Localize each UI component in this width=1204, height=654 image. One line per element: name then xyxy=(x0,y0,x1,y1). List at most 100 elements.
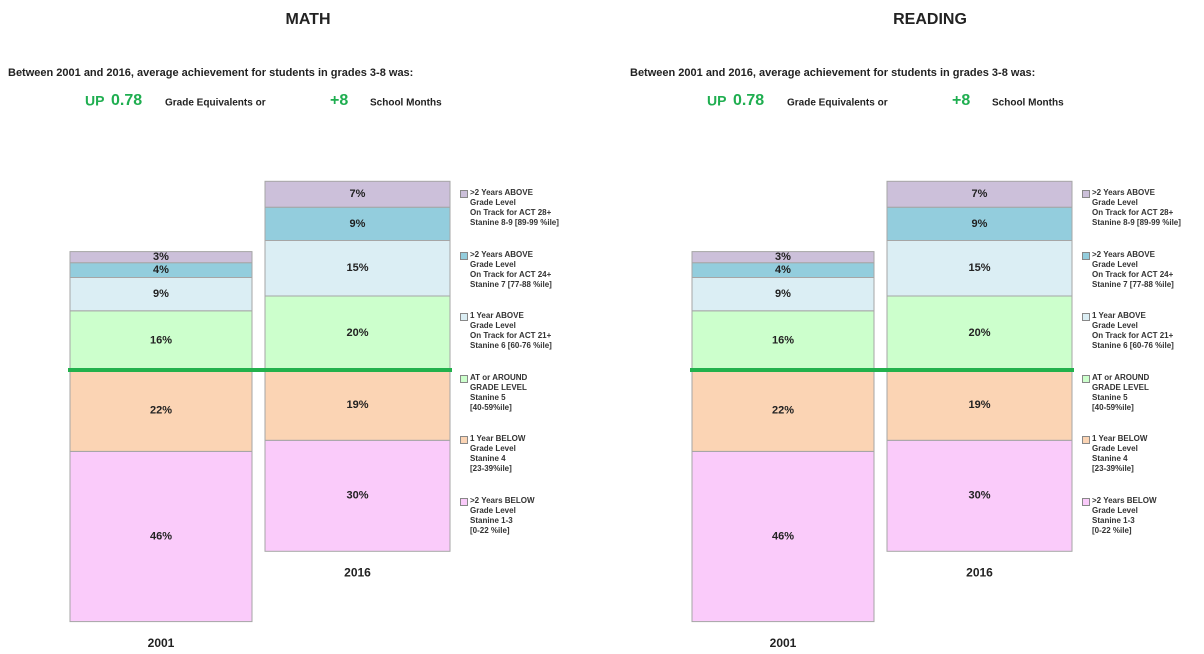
change-value: 0.78 xyxy=(111,92,142,109)
legend-label: AT or AROUND GRADE LEVEL Stanine 5 [40-5… xyxy=(470,372,528,412)
legend-entry: >2 Years ABOVE Grade Level On Track for … xyxy=(1082,250,1202,290)
value-label: 16% xyxy=(772,334,794,346)
bar-segment xyxy=(886,206,1073,241)
bar-segment xyxy=(69,251,253,264)
legend-swatch xyxy=(460,313,468,321)
category-label: 2016 xyxy=(966,565,993,579)
chart-panel: MATH Between 2001 and 2016, average achie… xyxy=(8,11,452,650)
value-label: 3% xyxy=(153,251,169,263)
bar-segment xyxy=(691,310,875,371)
value-label: 4% xyxy=(153,264,169,276)
legend-entry: 1 Year ABOVE Grade Level On Track for AC… xyxy=(460,311,580,351)
legend-entry: >2 Years ABOVE Grade Level On Track for … xyxy=(1082,188,1202,228)
legend-swatch xyxy=(460,190,468,198)
value-label: 30% xyxy=(346,490,368,502)
value-label: 19% xyxy=(346,399,368,411)
legend-entry: >2 Years ABOVE Grade Level On Track for … xyxy=(460,250,580,290)
bar-segment xyxy=(69,450,253,623)
value-label: 19% xyxy=(968,399,990,411)
bar-segment xyxy=(691,369,875,452)
chart-panel: READING Between 2001 and 2016, average ac… xyxy=(630,11,1074,650)
chart-title: MATH xyxy=(285,11,330,28)
legend-swatch xyxy=(1082,497,1090,506)
legend-entry: 1 Year BELOW Grade Level Stanine 4 [23-3… xyxy=(1082,434,1202,474)
chart-title: READING xyxy=(893,11,967,28)
value-label: 9% xyxy=(153,288,169,300)
legend-entry: >2 Years ABOVE Grade Level On Track for … xyxy=(460,188,580,228)
value-label: 20% xyxy=(968,327,990,339)
value-label: 4% xyxy=(775,264,791,276)
bar-segment xyxy=(886,180,1073,208)
bar-segment xyxy=(691,450,875,623)
value-label: 20% xyxy=(346,327,368,339)
legend-swatch xyxy=(1082,313,1090,321)
legend-label: >2 Years ABOVE Grade Level On Track for … xyxy=(1092,249,1174,289)
legend-label: 1 Year BELOW Grade Level Stanine 4 [23-3… xyxy=(470,434,526,473)
bar-segment xyxy=(886,369,1073,441)
value-label: 9% xyxy=(972,218,988,230)
legend-label: >2 Years BELOW Grade Level Stanine 1-3 [… xyxy=(470,495,535,535)
legend-swatch xyxy=(460,374,468,383)
value-label: 9% xyxy=(350,218,366,230)
value-label: 7% xyxy=(350,188,366,200)
legend-swatch xyxy=(1082,251,1090,260)
legend-label: >2 Years ABOVE Grade Level On Track for … xyxy=(470,249,552,289)
legend-label: >2 Years ABOVE Grade Level On Track for … xyxy=(1092,188,1181,227)
value-label: 3% xyxy=(775,251,791,263)
months-change: +8 xyxy=(330,92,348,109)
legend-entry: AT or AROUND GRADE LEVEL Stanine 5 [40-5… xyxy=(1082,373,1202,413)
bar-segment xyxy=(69,369,253,452)
legend-swatch xyxy=(460,251,468,260)
bar-segment xyxy=(886,439,1073,552)
value-label: 22% xyxy=(150,405,172,417)
legend-swatch xyxy=(1082,436,1090,444)
bar-segment xyxy=(264,369,451,441)
legend-swatch xyxy=(1082,374,1090,383)
change-unit: Grade Equivalents or xyxy=(787,98,888,109)
legend-entry: AT or AROUND GRADE LEVEL Stanine 5 [40-5… xyxy=(460,373,580,413)
legend-entry: >2 Years BELOW Grade Level Stanine 1-3 [… xyxy=(1082,496,1202,536)
value-label: 7% xyxy=(972,188,988,200)
legend-label: 1 Year BELOW Grade Level Stanine 4 [23-3… xyxy=(1092,434,1148,473)
legend-entry: >2 Years BELOW Grade Level Stanine 1-3 [… xyxy=(460,496,580,536)
bar-segment xyxy=(264,439,451,552)
bar-segment xyxy=(264,206,451,241)
months-unit: School Months xyxy=(370,98,442,109)
legend-label: >2 Years BELOW Grade Level Stanine 1-3 [… xyxy=(1092,495,1157,535)
value-label: 30% xyxy=(968,490,990,502)
legend-swatch xyxy=(460,436,468,444)
bar-segment xyxy=(691,251,875,264)
legend-entry: 1 Year ABOVE Grade Level On Track for AC… xyxy=(1082,311,1202,351)
months-unit: School Months xyxy=(992,98,1064,109)
bar-segment xyxy=(691,277,875,312)
legend-label: 1 Year ABOVE Grade Level On Track for AC… xyxy=(470,311,552,350)
change-direction: UP xyxy=(85,93,104,109)
value-label: 15% xyxy=(346,262,368,274)
legend-swatch xyxy=(460,497,468,506)
subtitle: Between 2001 and 2016, average achieveme… xyxy=(630,67,1035,79)
subtitle: Between 2001 and 2016, average achieveme… xyxy=(8,67,413,79)
value-label: 15% xyxy=(968,262,990,274)
change-unit: Grade Equivalents or xyxy=(165,98,266,109)
category-label: 2001 xyxy=(148,636,175,650)
legend-label: AT or AROUND GRADE LEVEL Stanine 5 [40-5… xyxy=(1092,372,1150,412)
value-label: 46% xyxy=(772,530,794,542)
bar-segment xyxy=(886,240,1073,297)
bar-segment xyxy=(69,277,253,312)
category-label: 2016 xyxy=(344,565,371,579)
legend-entry: 1 Year BELOW Grade Level Stanine 4 [23-3… xyxy=(460,434,580,474)
value-label: 46% xyxy=(150,530,172,542)
change-value: 0.78 xyxy=(733,92,764,109)
value-label: 9% xyxy=(775,288,791,300)
category-label: 2001 xyxy=(770,636,797,650)
change-direction: UP xyxy=(707,93,726,109)
bar-segment xyxy=(264,180,451,208)
value-label: 16% xyxy=(150,334,172,346)
months-change: +8 xyxy=(952,92,970,109)
value-label: 22% xyxy=(772,405,794,417)
legend-label: >2 Years ABOVE Grade Level On Track for … xyxy=(470,188,559,227)
legend-swatch xyxy=(1082,190,1090,198)
legend-label: 1 Year ABOVE Grade Level On Track for AC… xyxy=(1092,311,1174,350)
